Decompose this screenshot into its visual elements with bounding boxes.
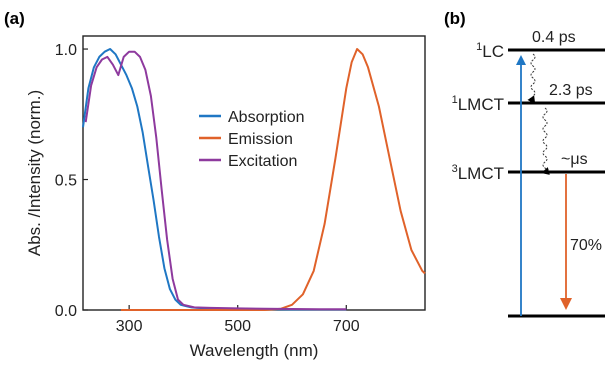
spectrum-plot: 300 500 700 0.0 0.5 1.0 Absorption Emission Ex… (25, 35, 426, 360)
relaxation-arrow-2 (541, 107, 550, 175)
legend-label: Emission (228, 131, 293, 148)
x-tick-label: 700 (333, 318, 360, 335)
level-label-1lmct: 1LMCT (452, 94, 504, 114)
x-ticks: 300 500 700 (116, 305, 360, 335)
y-ticks: 0.0 0.5 1.0 (55, 42, 88, 320)
level-label-3lmct: 3LMCT (452, 163, 504, 183)
x-axis-label: Wavelength (nm) (190, 341, 319, 360)
yield-label: 70% (570, 237, 602, 254)
y-tick-label: 1.0 (55, 42, 77, 59)
panel-a-label: (a) (4, 9, 25, 28)
series-line-absorption (82, 48, 347, 311)
relaxation-arrow-1 (527, 53, 536, 105)
x-tick-label: 300 (116, 318, 143, 335)
panel-b-label: (b) (444, 9, 466, 28)
legend: Absorption Emission Excitation (199, 109, 305, 170)
time-label-2: 2.3 ps (549, 82, 593, 99)
legend-label: Absorption (228, 109, 305, 126)
plot-frame (82, 35, 426, 311)
level-label-1lc: 1LC (476, 41, 504, 61)
series-line-emission (121, 48, 426, 311)
energy-diagram: 1LC 1LMCT 3LMCT 0.4 ps 2.3 ps ~μs 70% (452, 29, 605, 318)
x-tick-label: 500 (224, 318, 251, 335)
y-tick-label: 0.0 (55, 303, 77, 320)
series-lines (82, 48, 426, 311)
time-label-3: ~μs (561, 151, 588, 168)
legend-label: Excitation (228, 153, 297, 170)
series-line-excitation (84, 50, 347, 311)
time-label-1: 0.4 ps (532, 29, 576, 46)
y-tick-label: 0.5 (55, 173, 77, 190)
y-axis-label: Abs. /Intensity (norm.) (25, 90, 44, 256)
